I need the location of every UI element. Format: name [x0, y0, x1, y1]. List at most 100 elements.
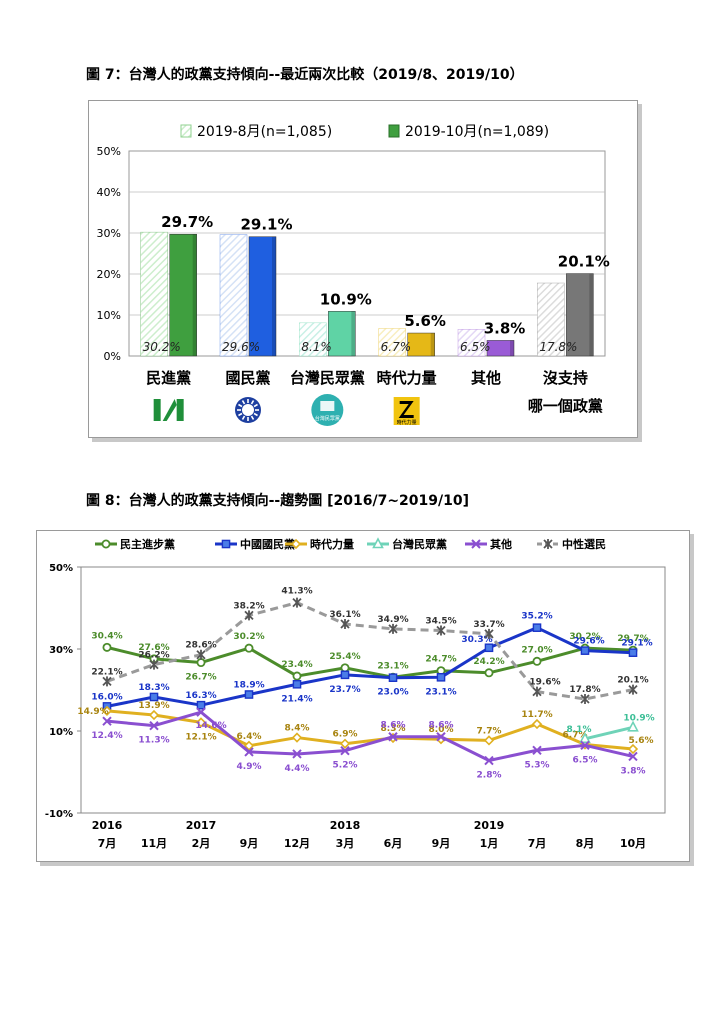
point-marker	[532, 745, 542, 755]
bar-oct-value-label: 3.8%	[484, 319, 526, 337]
bar-oct	[566, 273, 594, 357]
point-marker	[148, 709, 160, 721]
legend-label: 時代力量	[310, 537, 354, 551]
data-label: 26.2%	[138, 651, 169, 661]
data-label: 25.4%	[329, 652, 360, 662]
point-marker	[292, 749, 302, 759]
y-tick-label: 40%	[97, 186, 121, 199]
data-label: 23.7%	[329, 685, 360, 695]
x-tick-label: 10月	[620, 837, 646, 850]
point-marker	[543, 539, 553, 549]
bar-aug	[537, 282, 565, 357]
bar-oct-shade	[430, 333, 435, 356]
point-marker	[292, 597, 302, 608]
point-marker	[292, 671, 302, 681]
data-label: 4.9%	[237, 762, 262, 772]
data-label: 27.0%	[521, 645, 552, 655]
data-label: 29.1%	[621, 639, 652, 649]
data-label: 35.2%	[521, 612, 552, 622]
category-label: 時代力量	[377, 369, 437, 387]
x-year-label: 2017	[186, 819, 217, 832]
point-marker	[244, 610, 254, 621]
y-tick-label: 0%	[104, 350, 121, 363]
data-label: 8.6%	[429, 721, 454, 731]
data-label: 6.5%	[573, 755, 598, 765]
x-tick-label: 7月	[528, 837, 547, 850]
legend-label: 台灣民眾黨	[392, 537, 447, 551]
series-line	[106, 626, 634, 708]
point-marker	[436, 732, 446, 742]
bar-oct	[169, 233, 197, 357]
point-marker	[340, 618, 350, 629]
point-marker	[483, 735, 495, 746]
bar-aug-value-label: 8.1%	[301, 340, 332, 354]
bar-oct	[407, 332, 435, 357]
data-label: 6.7%	[563, 731, 588, 741]
y-tick-label: 20%	[97, 268, 121, 281]
legend-item: 中性選民	[537, 537, 606, 551]
category-label-line2: 哪一個政黨	[528, 397, 603, 415]
point-marker	[244, 747, 254, 757]
bar-oct-value-label: 29.7%	[161, 213, 213, 231]
bar-aug-value-label: 30.2%	[143, 340, 181, 354]
data-label: 21.4%	[281, 694, 312, 704]
point-marker	[340, 745, 350, 756]
point-marker	[388, 623, 398, 634]
point-marker	[436, 672, 446, 682]
point-marker	[101, 705, 113, 717]
point-marker	[579, 732, 591, 744]
legend-item: 時代力量	[285, 537, 354, 551]
data-label: 19.6%	[529, 678, 560, 688]
point-marker	[196, 707, 206, 717]
point-marker	[532, 686, 542, 697]
data-label: 5.6%	[629, 736, 654, 746]
data-label: 18.9%	[233, 681, 264, 691]
point-marker	[340, 670, 350, 680]
point-marker	[484, 643, 494, 653]
point-marker	[532, 623, 542, 632]
data-label: 23.1%	[377, 661, 408, 671]
point-marker	[196, 700, 206, 710]
legend-swatch-oct	[388, 124, 400, 138]
y-tick-label: 50%	[49, 563, 73, 574]
data-label: 34.5%	[425, 617, 456, 627]
tpp-logo-text: 台灣民眾黨	[315, 415, 340, 422]
figure7-chart-frame: 0% 10% 20% 30% 40% 50% 2019-8月(n=1,085) 2019-10…	[88, 100, 638, 438]
bar-oct-value-label: 20.1%	[558, 253, 610, 271]
data-label: 34.9%	[377, 615, 408, 625]
x-tick-label: 12月	[284, 837, 310, 850]
y-tick-label: 50%	[97, 145, 121, 158]
point-marker	[580, 740, 590, 751]
point-marker	[291, 732, 303, 743]
point-marker	[292, 679, 302, 689]
kmt-logo-icon	[235, 397, 261, 423]
data-label: 26.7%	[185, 673, 216, 683]
data-label: 41.3%	[281, 587, 312, 597]
bar-aug	[457, 329, 486, 357]
x-year-label: 2019	[474, 819, 505, 832]
x-tick-label: 8月	[576, 837, 595, 850]
series-line	[584, 725, 634, 741]
figure8-chart-frame: -10% 10% 30% 50% 2016 7月 11月 2017 2月 9月 12月 2018 3月 6…	[36, 530, 690, 862]
legend-label: 其他	[490, 537, 512, 551]
point-marker	[580, 694, 590, 705]
data-label: 28.6%	[185, 641, 216, 651]
point-marker	[628, 684, 638, 695]
npp-logo-icon: 時代力量	[393, 397, 420, 426]
legend-item: 台灣民眾黨	[367, 537, 447, 551]
data-label: 36.1%	[329, 610, 360, 620]
data-label: 29.7%	[617, 634, 648, 644]
data-label: 10.9%	[623, 713, 654, 723]
point-marker	[339, 738, 351, 749]
data-label: 29.6%	[573, 637, 604, 647]
data-label: 2.8%	[477, 771, 502, 781]
bar-aug-value-label: 17.8%	[539, 340, 577, 354]
y-tick-label: 10%	[49, 727, 73, 738]
bar-oct-value-label: 10.9%	[320, 290, 372, 308]
point-marker	[102, 642, 112, 652]
data-label: 30.2%	[569, 632, 600, 642]
bar-oct-value-label: 5.6%	[404, 312, 446, 330]
point-marker	[627, 720, 639, 732]
point-marker	[244, 690, 254, 699]
x-tick-label: 7月	[98, 837, 117, 850]
